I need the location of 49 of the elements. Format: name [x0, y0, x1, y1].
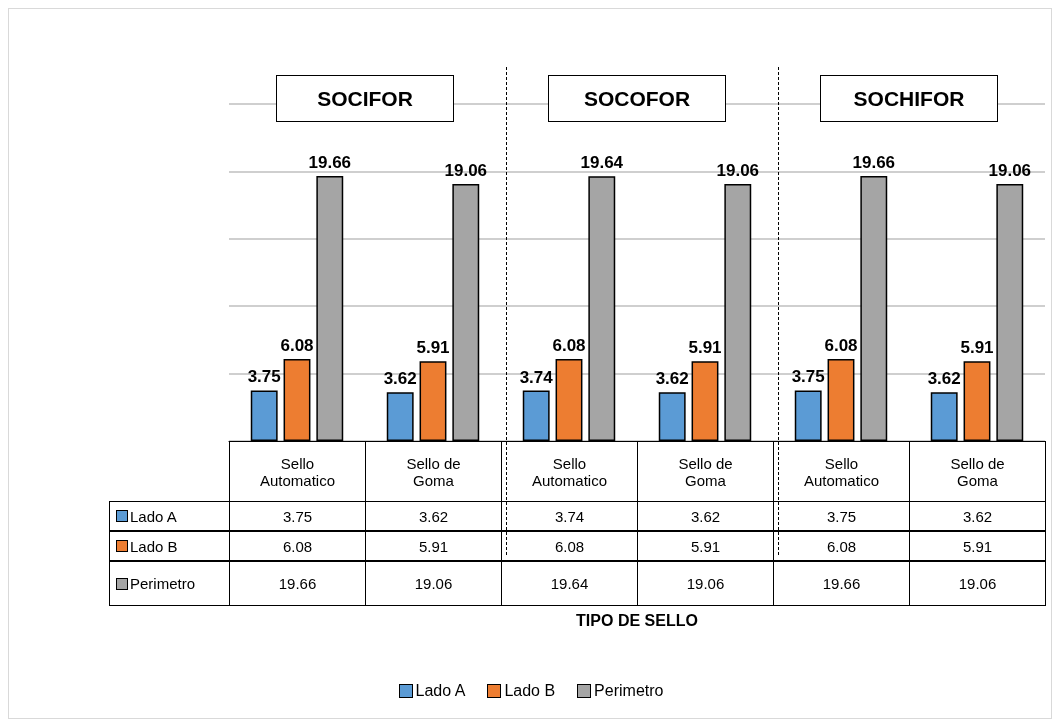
data-label: 3.62 — [655, 369, 689, 389]
text: Lado A — [415, 682, 466, 699]
x-tick-label: Sello Automatico — [229, 441, 366, 502]
data-label: 5.91 — [688, 338, 722, 358]
data-label: 3.74 — [519, 367, 554, 387]
legend-label: Perimetro — [109, 561, 230, 606]
text: 3.74 — [501, 501, 638, 531]
text: 3.62 — [365, 501, 502, 531]
data-label: 19.06 — [716, 161, 760, 181]
text: 19.64 — [501, 561, 638, 606]
data-label: 6.08 — [552, 336, 586, 356]
x-tick-label: Sello de Goma — [365, 441, 502, 502]
data-label: 5.91 — [416, 338, 450, 358]
text: 19.06 — [365, 561, 502, 606]
text: 5.91 — [365, 531, 502, 561]
data-label: 19.06 — [444, 161, 488, 181]
text: 3.62 — [637, 501, 774, 531]
x-tick-label: Sello Automatico — [501, 441, 638, 502]
text: 5.91 — [637, 531, 774, 561]
text: 3.62 — [909, 501, 1046, 531]
data-label: 3.62 — [383, 369, 417, 389]
x-tick-label: Sello de Goma — [637, 441, 774, 502]
legend-label: Lado A — [109, 501, 230, 531]
text: 19.06 — [909, 561, 1046, 606]
text: 6.08 — [773, 531, 910, 561]
data-label: 19.66 — [852, 152, 896, 172]
data-label: 19.64 — [580, 153, 624, 173]
data-label: 5.91 — [960, 338, 994, 358]
data-label: 6.08 — [280, 336, 314, 356]
text: 19.66 — [229, 561, 366, 606]
text: 19.06 — [637, 561, 774, 606]
text: 3.75 — [773, 501, 910, 531]
data-label: 6.08 — [824, 336, 858, 356]
text: Lado B — [504, 682, 556, 699]
x-axis-title: TIPO DE SELLO — [575, 612, 699, 630]
data-label: 3.75 — [791, 367, 825, 387]
text: 19.66 — [773, 561, 910, 606]
x-tick-label: Sello Automatico — [773, 441, 910, 502]
text: 3.75 — [229, 501, 366, 531]
x-tick-label: Sello de Goma — [909, 441, 1046, 502]
data-label: 19.06 — [988, 161, 1032, 181]
text: 6.08 — [229, 531, 366, 561]
legend-label: Lado B — [109, 531, 230, 561]
data-label: 3.62 — [927, 369, 961, 389]
text: Perimetro — [594, 682, 664, 699]
data-label: 19.66 — [308, 152, 352, 172]
data-label: 3.75 — [247, 367, 281, 387]
text: 6.08 — [501, 531, 638, 561]
text: 5.91 — [909, 531, 1046, 561]
